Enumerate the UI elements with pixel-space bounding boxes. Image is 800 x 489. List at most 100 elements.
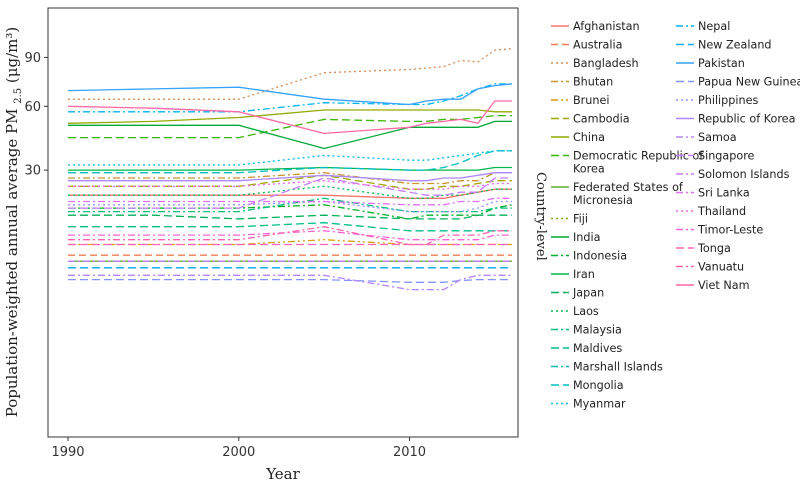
legend-label: India	[573, 231, 600, 244]
series-line-iran	[68, 166, 512, 171]
legend-title: Country-level	[533, 172, 548, 261]
series-line-malaysia	[68, 197, 512, 213]
legend-item: Marshall Islands	[551, 361, 663, 374]
y-tick-label: 60	[24, 100, 41, 115]
legend-label: Marshall Islands	[573, 361, 663, 374]
legend-item: Cambodia	[551, 113, 630, 126]
legend-label: Japan	[572, 287, 604, 300]
series-line-laos	[68, 185, 512, 199]
legend-label: New Zealand	[698, 39, 772, 52]
legend-label: Pakistan	[698, 57, 745, 70]
series-line-china	[67, 109, 512, 124]
series-line-democratic-republic-of-korea	[68, 114, 512, 139]
legend-label: Australia	[573, 39, 623, 52]
series-line-maldives	[68, 222, 512, 232]
legend-label: Micronesia	[573, 194, 633, 207]
legend-item: Republic of Korea	[676, 113, 795, 126]
legend-label: Nepal	[698, 20, 730, 33]
legend-label: Indonesia	[573, 250, 627, 263]
series-line-republic-of-korea	[68, 172, 512, 182]
legend-item: Thailand	[676, 205, 746, 218]
legend-item: Malaysia	[551, 324, 622, 337]
legend-label: China	[573, 131, 605, 144]
legend-item: Brunei	[551, 94, 609, 107]
legend-label: Papua New Guinea	[698, 76, 800, 89]
series-line-bangladesh	[68, 48, 513, 100]
series-line-papua-new-guinea	[68, 278, 512, 283]
x-tick-label: 2010	[393, 445, 426, 460]
legend-item: Nepal	[676, 20, 730, 33]
series-line-india	[68, 120, 512, 150]
legend-item: Fiji	[551, 213, 588, 226]
series-line-sri-lanka	[68, 197, 512, 206]
legend-label: Republic of Korea	[698, 113, 795, 126]
legend: Afghanistan Australia Bangladesh Bhutan Brun…	[551, 20, 800, 411]
series-line-indonesia	[68, 204, 513, 220]
legend-item: Pakistan	[676, 57, 745, 70]
series-line-singapore	[68, 177, 512, 209]
series-line-pakistan	[67, 83, 513, 106]
series-line-timor-leste	[68, 230, 512, 241]
legend-item: Bhutan	[551, 76, 613, 89]
legend-label: Bhutan	[573, 76, 613, 89]
x-axis: 1990 2000 2010	[51, 437, 426, 460]
x-tick-label: 1990	[51, 445, 84, 460]
legend-item: Philippines	[676, 94, 758, 107]
legend-item: Indonesia	[551, 250, 627, 263]
legend-label: Myanmar	[573, 398, 626, 411]
legend-label: Malaysia	[573, 324, 622, 337]
legend-item: Solomon Islands	[676, 168, 790, 181]
legend-label: Iran	[573, 268, 595, 281]
y-axis-title: Population-weighted annual average PM 2.…	[3, 27, 25, 418]
series-line-afghanistan	[68, 188, 512, 199]
legend-label: Philippines	[698, 94, 758, 107]
series-line-cambodia	[68, 174, 512, 190]
legend-label: Singapore	[698, 150, 755, 163]
legend-item: Australia	[551, 39, 623, 52]
legend-label: Fiji	[573, 213, 588, 226]
legend-label: Afghanistan	[573, 20, 640, 33]
legend-label: Solomon Islands	[698, 168, 790, 181]
legend-label: Bangladesh	[573, 57, 639, 70]
x-tick-label: 2000	[222, 445, 255, 460]
series-line-vanuatu	[68, 226, 512, 246]
series-line-brunei	[68, 239, 512, 246]
legend-label: Federated States of	[573, 181, 684, 194]
legend-label: Vanuatu	[698, 261, 744, 274]
legend-label: Korea	[573, 163, 605, 176]
legend-item: Iran	[551, 268, 595, 281]
series-lines	[67, 48, 513, 291]
legend-item: Maldives	[551, 342, 622, 355]
series-line-philippines	[68, 200, 512, 213]
y-tick-label: 90	[24, 51, 41, 66]
series-line-myanmar	[68, 150, 512, 166]
legend-item: Viet Nam	[676, 279, 749, 292]
y-axis-title-subscript: 2.5	[13, 88, 24, 104]
y-axis: 30 60 90	[24, 51, 48, 179]
y-axis-title-main: Population-weighted annual average PM	[3, 109, 21, 418]
series-line-viet-nam	[67, 100, 512, 135]
legend-label: Sri Lanka	[698, 187, 750, 200]
legend-item: Singapore	[676, 150, 755, 163]
legend-item: Samoa	[676, 131, 737, 144]
legend-label: Democratic Republic of	[573, 150, 704, 163]
y-axis-title-unit: (μg/m³)	[3, 27, 21, 83]
legend-item: Mongolia	[551, 379, 624, 392]
legend-item: Tonga	[676, 242, 731, 255]
legend-item: Vanuatu	[676, 261, 744, 274]
legend-label: Viet Nam	[698, 279, 749, 292]
legend-item: Bangladesh	[551, 57, 639, 70]
legend-label: Timor-Leste	[697, 224, 763, 237]
legend-item: Myanmar	[551, 398, 626, 411]
plot-panel-border	[47, 7, 519, 438]
legend-item: Sri Lanka	[676, 187, 750, 200]
legend-label: Mongolia	[573, 379, 624, 392]
legend-item: Afghanistan	[551, 20, 640, 33]
legend-label: Tonga	[697, 242, 731, 255]
legend-label: Thailand	[697, 205, 746, 218]
series-line-mongolia	[68, 150, 512, 174]
legend-label: Brunei	[573, 94, 609, 107]
